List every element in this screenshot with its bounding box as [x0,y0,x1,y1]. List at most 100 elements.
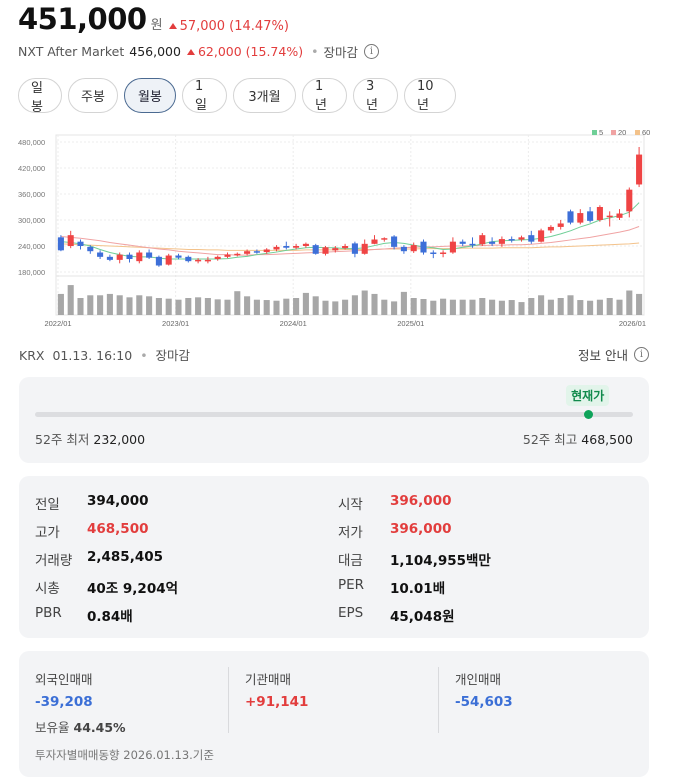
volume-bar [528,298,535,315]
candle-body [508,239,515,241]
volume-bar [606,298,613,315]
stat-value: 40조 9,204억 [87,581,179,597]
candle-body [283,246,290,248]
volume-bar [381,299,388,315]
range-track [35,410,633,419]
volume-bar [459,299,466,315]
nxt-label: NXT After Market [18,44,125,59]
week52-range-card: 현재가 52주 최저 232,000 52주 최고 468,500 [19,377,649,463]
volume-bar [67,285,74,315]
nxt-change: 62,000 (15.74%) [186,44,304,59]
candle-body [430,252,437,254]
tab-monthly[interactable]: 월봉 [124,78,176,113]
volume-bar [636,293,643,315]
volume-bar [410,298,417,315]
foreign-holding-ratio: 보유율 44.45% [35,717,126,736]
x-tick-label: 2024/01 [280,319,307,328]
current-price: 451,000 [18,2,147,36]
individual-trading-value: -54,603 [455,694,513,710]
info-icon[interactable]: i [364,44,379,59]
stat-high: 고가 468,500 [35,521,149,541]
volume-bar [234,291,241,315]
institution-trading-value: +91,141 [245,694,309,710]
market-status: KRX 01.13. 16:10 • 장마감 [19,345,194,364]
volume-bar [342,299,349,315]
stat-label: 대금 [338,553,363,569]
candle-body [87,246,94,252]
tab-weekly[interactable]: 주봉 [68,78,118,113]
period-tabs: 일봉 주봉 월봉 1일 3개월 1년 3년 10년 [18,78,456,115]
volume-bar [596,299,603,315]
volume-bar [165,298,172,315]
volume-bar [146,296,153,315]
nxt-change-value: 62,000 (15.74%) [197,44,304,59]
info-guide-label[interactable]: 정보 안내 [578,348,628,363]
tab-3year[interactable]: 3년 [353,78,398,113]
volume-bar [587,300,594,315]
stat-value: 396,000 [390,493,452,509]
holding-value: 44.45% [73,720,126,735]
volume-bar [400,291,407,315]
legend-swatch [592,130,597,135]
candle-body [587,211,594,221]
status-state: 장마감 [155,348,191,363]
candle-body [97,252,104,257]
stat-value: 45,048원 [390,609,455,625]
candle-body [400,246,407,252]
stat-value: 0.84배 [87,609,133,625]
ma60-line [60,242,640,251]
candle-body [204,259,211,262]
volume-bar [106,293,113,315]
volume-bar [204,298,211,315]
candle-body [557,223,564,227]
tab-daily[interactable]: 일봉 [18,78,62,115]
stat-label: 거래량 [35,553,73,569]
candle-body [293,246,300,248]
volume-bar [273,300,280,315]
candle-body [449,241,456,253]
price-chart[interactable]: 480,000 420,000 360,000 300,000 240,000 180,0… [14,125,659,335]
holding-label: 보유율 [35,720,70,735]
stat-pbr: PBR 0.84배 [35,605,133,625]
volume-bar [518,302,525,315]
volume-bar [322,300,329,315]
institution-trading-label: 기관매매 [245,672,292,687]
current-price-badge: 현재가 [566,385,610,406]
tab-10year[interactable]: 10년 [404,78,456,113]
tab-1day[interactable]: 1일 [182,78,227,113]
chart-frame [55,134,645,316]
tab-1year[interactable]: 1년 [302,78,347,113]
info-guide-link[interactable]: 정보 안내 i [578,345,649,364]
volume-bar [185,298,192,315]
nxt-price: 456,000 [129,44,181,59]
candle-body [351,243,358,254]
stat-label: 시총 [35,581,60,597]
volume-bar [420,299,427,315]
candle-body [263,249,270,253]
volume-bar [626,290,633,315]
candle-body [528,235,535,242]
x-tick-label: 2025/01 [397,319,424,328]
volume-bar [302,292,309,315]
volume-bar [498,300,505,315]
stat-market-cap: 시총 40조 9,204억 [35,577,178,597]
price-change: 57,000 (14.47%) [168,19,289,34]
ma20-line [60,226,640,256]
week52-low-label: 52주 최저 [35,432,90,447]
tab-3month[interactable]: 3개월 [233,78,296,113]
volume-bar [440,298,447,315]
current-position-marker [583,410,593,419]
candle-body [146,252,153,258]
nxt-status: 장마감 [323,45,358,60]
info-icon[interactable]: i [634,347,649,362]
trading-footnote: 투자자별매매동향 2026.01.13.기준 [35,748,214,762]
up-triangle-icon [168,23,177,29]
stat-value: 394,000 [87,493,149,509]
stat-label: EPS [338,605,364,621]
candle-body [136,252,143,262]
candle-body [596,207,603,220]
candle-body [626,189,633,212]
exchange-label: KRX [19,348,45,363]
volume-bar [567,295,574,315]
volume-bar [371,293,378,315]
